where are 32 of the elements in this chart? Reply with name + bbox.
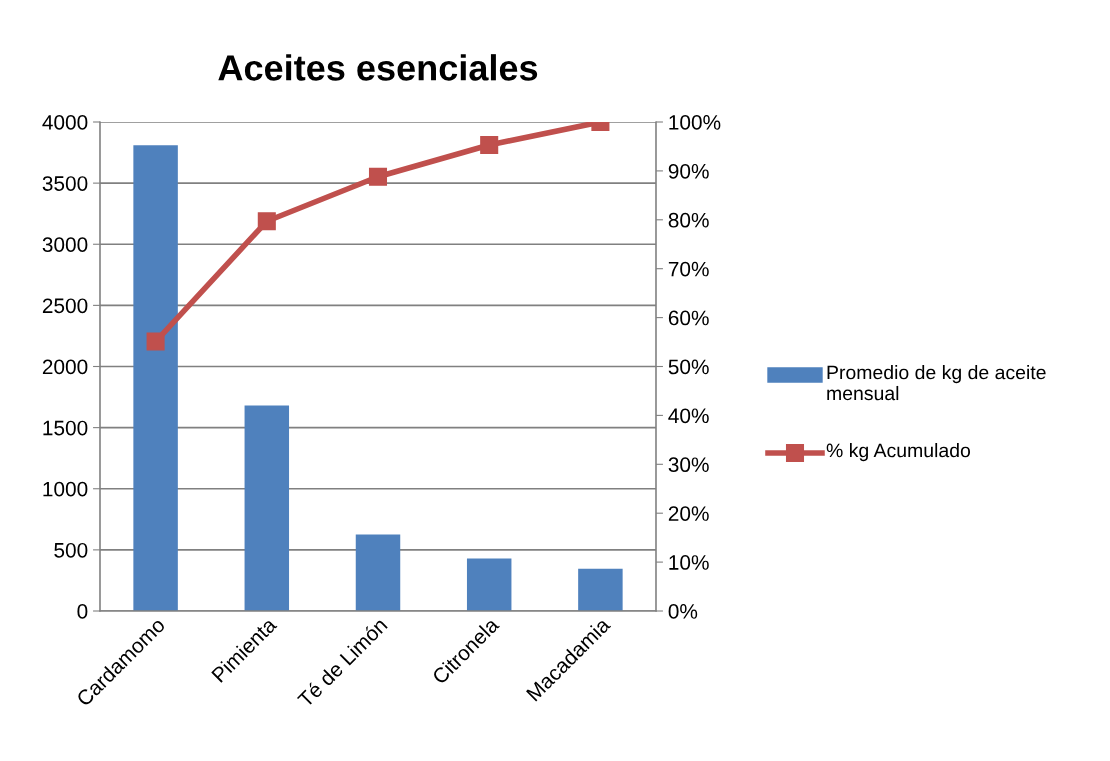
legend-label: % kg Acumulado bbox=[826, 443, 971, 462]
y-tick-label: 2500 bbox=[42, 298, 88, 314]
y-tick-label: 3500 bbox=[42, 176, 88, 191]
bar bbox=[466, 558, 512, 611]
y2-tick-label: 20% bbox=[668, 506, 709, 521]
legend-label: Promedio de kg de aceite mensual bbox=[827, 365, 1046, 401]
y2-tick-label: 0% bbox=[668, 604, 698, 619]
y2-tick-label: 40% bbox=[668, 408, 709, 424]
y2-tick-label: 80% bbox=[668, 212, 709, 228]
y2-tick-label: 30% bbox=[668, 457, 709, 473]
y-tick-label: 2000 bbox=[42, 359, 88, 375]
bar bbox=[355, 534, 401, 611]
point bbox=[480, 135, 499, 155]
y2-tick-label: 10% bbox=[669, 555, 709, 570]
bar bbox=[133, 145, 178, 611]
y-tick-label: 500 bbox=[54, 542, 88, 558]
chart-title: Aceites esenciales bbox=[218, 54, 538, 81]
point bbox=[368, 167, 388, 186]
y2-tick-label: 50% bbox=[668, 359, 709, 375]
bar bbox=[578, 568, 623, 611]
y2-tick-label: 90% bbox=[668, 163, 709, 179]
y-tick-label: 1000 bbox=[43, 481, 88, 497]
point bbox=[146, 332, 165, 351]
y-tick-label: 1500 bbox=[43, 420, 88, 436]
point bbox=[257, 212, 276, 231]
y-tick-label: 4000 bbox=[42, 115, 88, 130]
y2-tick-label: 60% bbox=[668, 310, 709, 326]
bar bbox=[244, 405, 290, 611]
y-tick-label: 3000 bbox=[42, 237, 88, 252]
y2-tick-label: 100% bbox=[669, 115, 721, 130]
y-tick-label: 0 bbox=[77, 604, 88, 619]
y2-tick-label: 70% bbox=[668, 261, 709, 277]
